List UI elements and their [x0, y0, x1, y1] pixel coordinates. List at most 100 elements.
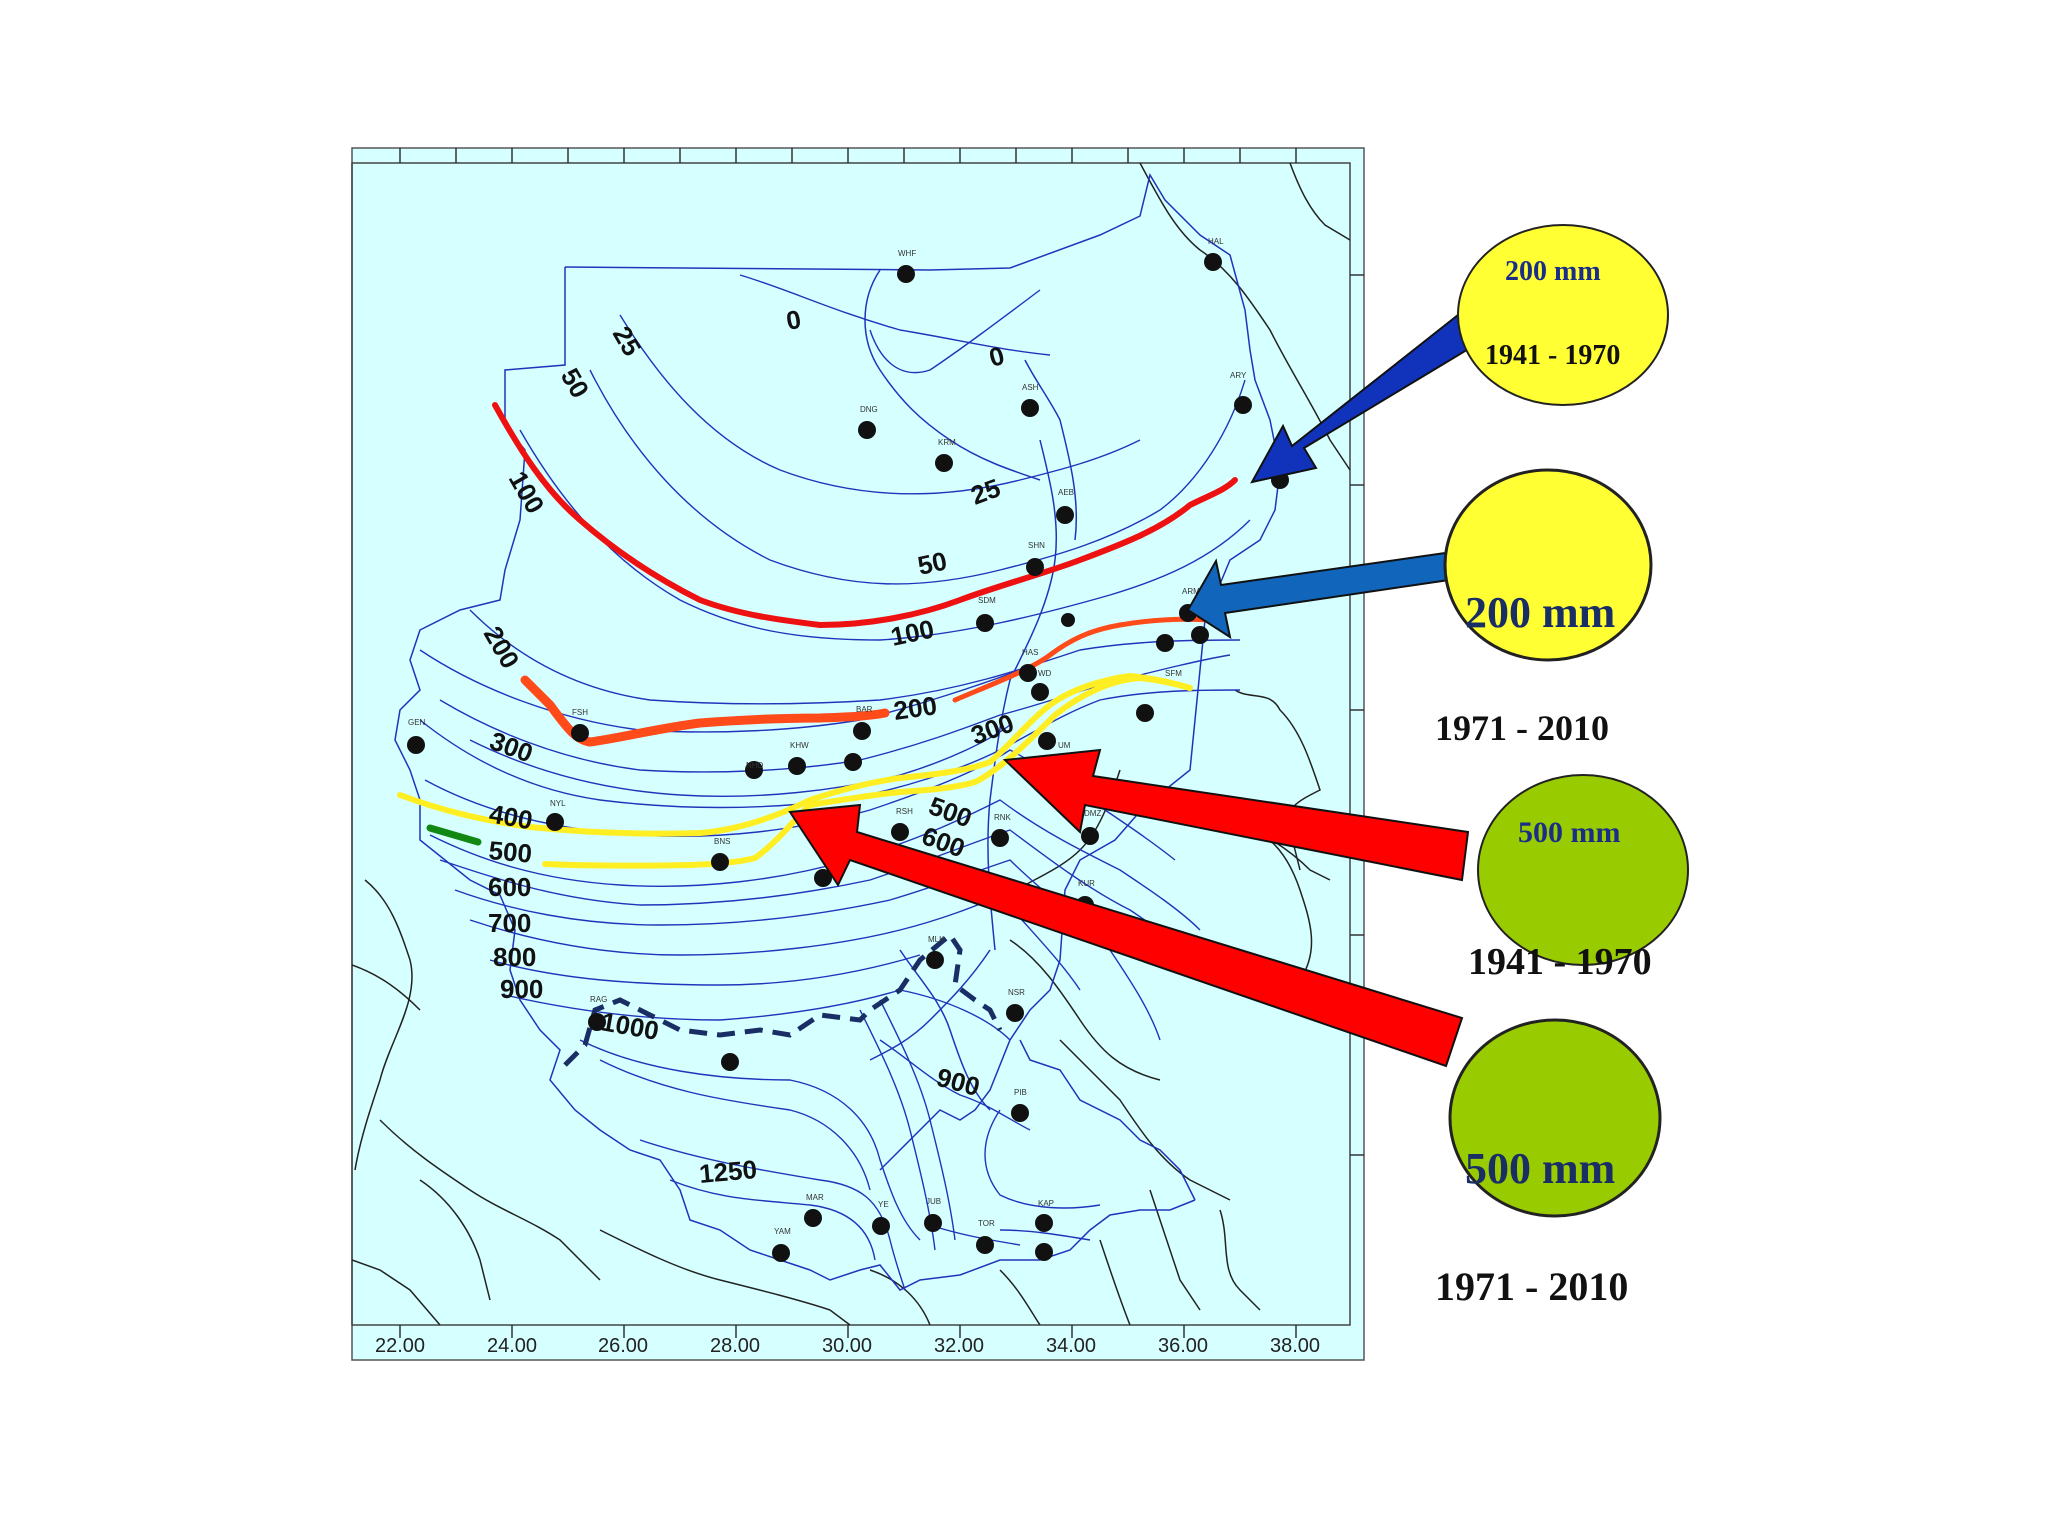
svg-text:RNK: RNK: [994, 813, 1012, 822]
station-marker: GEN: [407, 718, 426, 754]
isohyet-label: 600: [488, 872, 531, 902]
svg-text:NYL: NYL: [550, 799, 566, 808]
arrow-500mm-1941-1970: [1002, 748, 1470, 882]
svg-text:FSH: FSH: [572, 708, 588, 717]
svg-text:BNS: BNS: [714, 837, 730, 846]
svg-text:HAL: HAL: [1208, 237, 1224, 246]
tick-label: 24.00: [487, 1335, 537, 1357]
station-marker: MAR: [804, 1193, 824, 1227]
legend-circle: [1448, 1018, 1662, 1218]
station-marker: SFM: [1156, 634, 1182, 678]
station-marker: UM: [1038, 732, 1071, 750]
station-marker: HAL: [1204, 237, 1224, 271]
station-marker: [814, 869, 832, 887]
isohyet-label: 1250: [698, 1154, 758, 1189]
svg-text:HAS: HAS: [1022, 648, 1038, 657]
isohyet-label: 200: [892, 690, 939, 726]
station-marker: RSH: [891, 807, 913, 841]
svg-text:DNG: DNG: [860, 405, 878, 414]
svg-text:KHW: KHW: [790, 741, 809, 750]
svg-text:ARY: ARY: [1230, 371, 1247, 380]
station-marker: YAM: [772, 1227, 791, 1262]
station-marker: YE: [872, 1200, 890, 1235]
legend-period: 1941 - 1970: [1468, 941, 1652, 983]
station-marker: DNG: [858, 405, 878, 439]
station-marker: PIB: [1011, 1088, 1029, 1122]
isohyet-label: 0: [784, 304, 803, 336]
station-marker: RAG: [588, 995, 607, 1031]
station-marker: BAR: [853, 705, 873, 740]
legend-500mm-1971-2010: 500 mm 1971 - 2010: [1435, 1018, 1662, 1309]
station-marker: [844, 753, 862, 771]
svg-text:NSR: NSR: [1008, 988, 1025, 997]
station-marker: HAS: [1019, 648, 1038, 682]
station-marker: JUB: [924, 1197, 942, 1232]
map-panel: 22.00 24.00 26.00 28.00 30.00 32.00 34.0…: [351, 147, 1365, 1361]
svg-text:WHF: WHF: [898, 249, 916, 258]
svg-text:SFM: SFM: [1165, 669, 1182, 678]
green-segment-line: [426, 824, 482, 846]
svg-text:GEN: GEN: [408, 718, 426, 727]
station-marker: [1061, 613, 1075, 627]
svg-text:DMZ: DMZ: [1084, 809, 1101, 818]
legend-circle: [1457, 224, 1669, 406]
station-marker: WD: [1031, 669, 1052, 701]
station-marker: DMZ: [1081, 809, 1101, 845]
legend-value: 500 mm: [1465, 1144, 1615, 1193]
isohyet-200mm-1971-2010-line-east: [952, 616, 1213, 703]
station-marker: [1191, 626, 1209, 644]
annotation-arrows: [788, 313, 1477, 1068]
isohyet-label: 50: [915, 546, 950, 581]
station-marker: SHN: [1026, 541, 1045, 576]
tick-label: 34.00: [1046, 1335, 1096, 1357]
tick-label: 32.00: [934, 1335, 984, 1357]
isohyet-500mm-1971-2010-line: [542, 674, 1193, 869]
arrow-200mm-1941-1970: [1250, 313, 1477, 484]
legend-500mm-1941-1970: 500 mm 1941 - 1970: [1468, 774, 1689, 983]
legend-period: 1941 - 1970: [1485, 340, 1620, 371]
station-marker: RNK: [991, 813, 1012, 847]
svg-text:AEB: AEB: [1058, 488, 1074, 497]
legend-200mm-1971-2010: 200 mm 1971 - 2010: [1435, 468, 1653, 748]
legend-period: 1971 - 2010: [1435, 1264, 1628, 1309]
legend-period: 1971 - 2010: [1435, 708, 1609, 748]
station-marker: KAP: [1035, 1199, 1054, 1232]
tick-label: 22.00: [375, 1335, 425, 1357]
isohyet-label: 800: [493, 942, 536, 972]
legend-value: 200 mm: [1465, 588, 1615, 637]
legend-circle: [1443, 468, 1653, 662]
station-marker: WHF: [897, 249, 916, 283]
isohyet-label: 500: [487, 835, 533, 869]
legend-value: 200 mm: [1505, 256, 1601, 287]
station-marker: NHD: [745, 761, 764, 779]
svg-text:KUR: KUR: [1078, 879, 1095, 888]
svg-text:YAM: YAM: [774, 1227, 791, 1236]
svg-text:UM: UM: [1058, 741, 1071, 750]
station-marker: BNS: [711, 837, 730, 871]
isohyet-200mm-1941-1970-line: [492, 402, 1238, 629]
svg-text:KAP: KAP: [1038, 1199, 1054, 1208]
svg-text:KRM: KRM: [938, 438, 956, 447]
svg-text:YE: YE: [878, 1200, 889, 1209]
station-marker: [721, 1053, 739, 1071]
legend-200mm-1941-1970: 200 mm 1941 - 1970: [1457, 224, 1669, 406]
arrow-200mm-1971-2010: [1186, 551, 1451, 640]
station-marker: FSH: [571, 708, 589, 742]
svg-text:BAR: BAR: [856, 705, 873, 714]
map-background: [351, 147, 1365, 1361]
dashed-border-line: [563, 931, 1003, 1067]
top-ticks: [399, 148, 1364, 1338]
svg-text:ARM: ARM: [1182, 587, 1200, 596]
svg-text:ASH: ASH: [1022, 383, 1039, 392]
svg-text:JUB: JUB: [926, 1197, 941, 1206]
svg-text:WD: WD: [1038, 669, 1052, 678]
svg-text:NHD: NHD: [746, 761, 764, 770]
tick-label: 28.00: [710, 1335, 760, 1357]
station-marker: KRM: [935, 438, 956, 472]
svg-text:SDM: SDM: [978, 596, 996, 605]
tick-label: 38.00: [1270, 1335, 1320, 1357]
station-marker: SDM: [976, 596, 996, 632]
arrow-500mm-1971-2010: [788, 803, 1464, 1068]
svg-text:RSH: RSH: [896, 807, 913, 816]
